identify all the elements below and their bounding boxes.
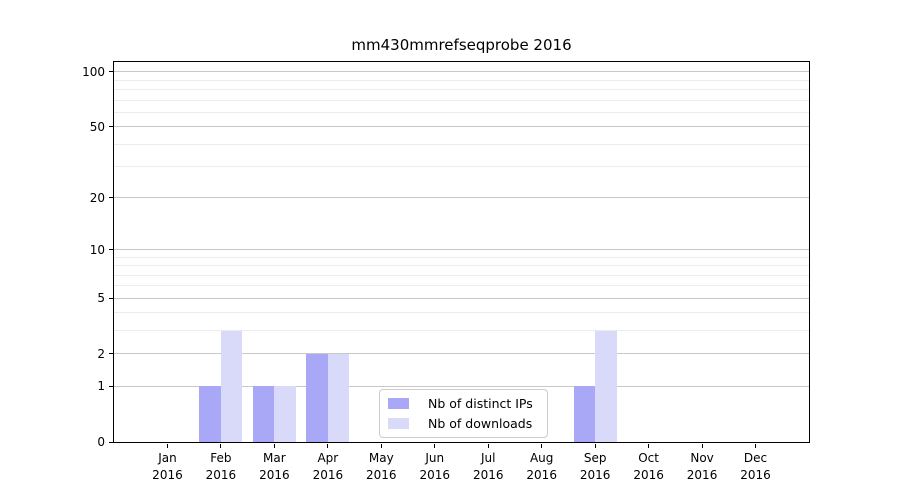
- x-tick: [755, 444, 757, 448]
- x-tick-label: May 2016: [366, 451, 397, 483]
- gridline-minor: [114, 285, 809, 287]
- x-tick: [380, 444, 382, 448]
- x-tick: [220, 444, 222, 448]
- bar-distinct-ips: [199, 386, 221, 442]
- gridline-minor: [114, 166, 809, 168]
- x-tick-label: Oct 2016: [633, 451, 664, 483]
- gridline-minor: [114, 89, 809, 91]
- y-tick-label: 20: [89, 190, 105, 205]
- y-tick-label: 2: [97, 346, 105, 361]
- gridline-minor: [114, 330, 809, 332]
- y-tick: [109, 71, 113, 73]
- y-tick-label: 1: [97, 379, 105, 394]
- gridline-major: [114, 197, 809, 199]
- gridline-minor: [114, 265, 809, 267]
- legend-label: Nb of downloads: [428, 416, 533, 431]
- bar-downloads: [327, 353, 350, 442]
- x-tick: [701, 444, 703, 448]
- gridline-minor: [114, 79, 809, 81]
- x-tick-label: Nov 2016: [686, 451, 718, 483]
- x-tick: [594, 444, 596, 448]
- gridline-major: [114, 385, 809, 387]
- bar-downloads: [274, 386, 296, 442]
- x-tick-label: Jun 2016: [419, 451, 451, 483]
- x-tick: [541, 444, 543, 448]
- y-tick: [109, 249, 113, 251]
- x-tick-label: Feb 2016: [205, 451, 237, 483]
- x-tick-label: Aug 2016: [526, 451, 557, 483]
- x-tick-label: Jul 2016: [472, 451, 504, 483]
- y-tick: [109, 197, 113, 199]
- gridline-minor: [114, 274, 809, 276]
- bar-distinct-ips: [252, 386, 275, 442]
- y-tick: [109, 297, 113, 299]
- x-tick-label: Mar 2016: [259, 451, 290, 483]
- y-tick: [109, 353, 113, 355]
- x-tick-label: Dec 2016: [740, 451, 771, 483]
- chart-title: mm430mmrefseqprobe 2016: [351, 36, 572, 54]
- gridline-major: [114, 297, 809, 299]
- y-tick-label: 50: [89, 119, 105, 134]
- bar-downloads: [220, 330, 243, 442]
- gridline-major: [114, 126, 809, 128]
- bar-distinct-ips: [573, 386, 596, 442]
- legend-row: Nb of distinct IPs: [388, 396, 539, 411]
- x-tick: [273, 444, 275, 448]
- x-tick: [434, 444, 436, 448]
- x-tick-label: Jan 2016: [152, 451, 183, 483]
- gridline-minor: [114, 99, 809, 101]
- legend: Nb of distinct IPs Nb of downloads: [379, 389, 548, 438]
- x-tick: [166, 444, 168, 448]
- y-tick-label: 0: [97, 435, 105, 449]
- x-tick: [487, 444, 489, 448]
- y-tick: [109, 385, 113, 387]
- legend-swatch-distinct-ips: [388, 398, 409, 409]
- gridline-major: [114, 249, 809, 251]
- legend-row: Nb of downloads: [388, 416, 539, 431]
- y-tick-label: 5: [97, 291, 105, 306]
- gridline-minor: [114, 256, 809, 258]
- x-tick-label: Apr 2016: [312, 451, 344, 483]
- y-tick-label: 100: [82, 64, 105, 79]
- y-tick-label: 10: [89, 242, 105, 257]
- gridline-minor: [114, 111, 809, 113]
- gridline-major: [114, 71, 809, 73]
- x-tick-label: Sep 2016: [579, 451, 611, 483]
- gridline-minor: [114, 312, 809, 314]
- bar-downloads: [595, 330, 617, 442]
- y-tick: [109, 441, 113, 443]
- bar-distinct-ips: [306, 353, 328, 442]
- gridline-major: [114, 353, 809, 355]
- legend-label: Nb of distinct IPs: [428, 396, 533, 411]
- x-tick: [327, 444, 329, 448]
- x-tick: [648, 444, 650, 448]
- gridline-minor: [114, 143, 809, 145]
- legend-swatch-downloads: [388, 418, 409, 429]
- plot-area: 0 1 2 5 10 20 50 100 Jan 2016 Feb 2016 Mar 2016 Apr…: [82, 61, 810, 482]
- y-tick: [109, 126, 113, 128]
